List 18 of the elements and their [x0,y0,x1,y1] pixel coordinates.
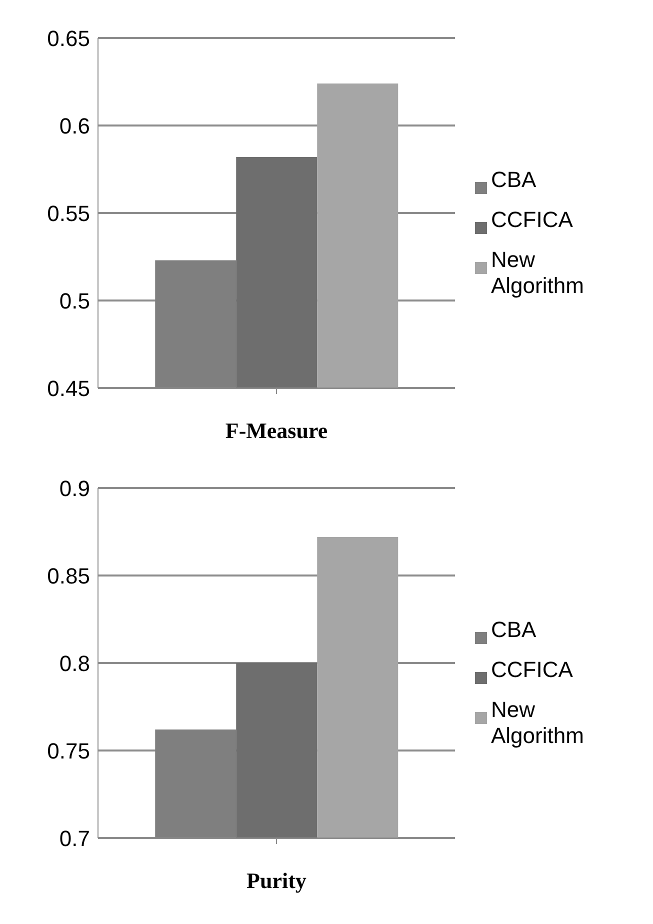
legend-label: CBA [491,617,536,643]
y-tick-label: 0.9 [59,476,90,501]
legend-label: New Algorithm [491,697,585,749]
y-tick-label: 0.8 [59,650,90,676]
y-tick-label: 0.45 [47,376,90,401]
legend-label: New Algorithm [491,247,585,299]
x-axis-title: F-Measure [225,418,328,443]
y-tick-label: 0.75 [47,738,90,764]
y-tick-label: 0.85 [47,563,90,588]
legend-label: CCFICA [491,207,573,233]
y-tick-label: 0.6 [59,113,90,138]
y-tick-label: 0.65 [47,26,90,51]
legend-label: CCFICA [491,657,573,683]
x-axis-title: Purity [246,868,306,893]
y-tick-label: 0.7 [59,826,90,851]
legend-label: CBA [491,167,536,193]
y-tick-label: 0.5 [59,288,90,314]
y-tick-label: 0.55 [47,200,90,226]
